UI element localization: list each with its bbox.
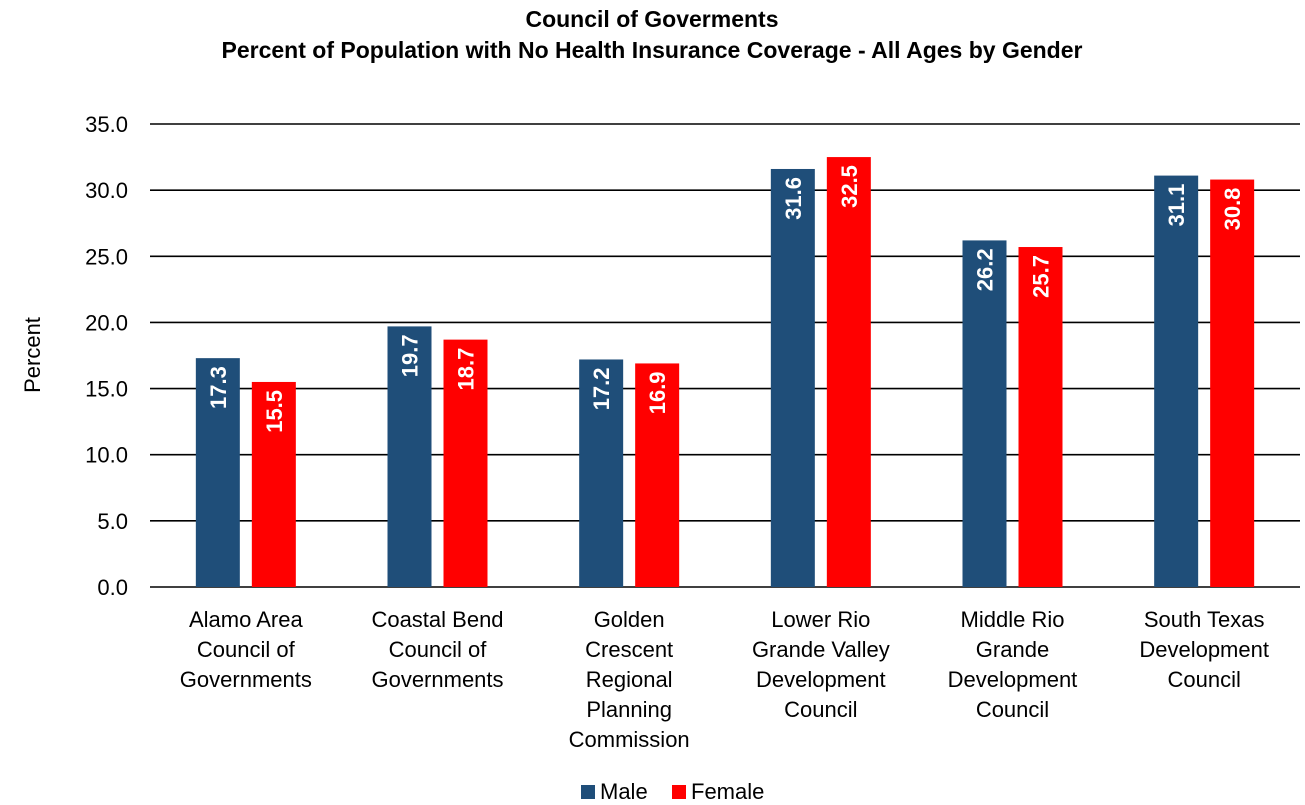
data-label-male-0: 17.3 bbox=[206, 366, 231, 409]
chart-title: Council of Goverments bbox=[525, 6, 778, 32]
y-tick-label: 25.0 bbox=[85, 244, 128, 269]
data-label-male-3: 31.6 bbox=[781, 177, 806, 220]
data-label-male-2: 17.2 bbox=[589, 367, 614, 410]
y-tick-label: 10.0 bbox=[85, 443, 128, 468]
data-label-male-5: 31.1 bbox=[1164, 184, 1189, 227]
legend-label-male: Male bbox=[600, 779, 648, 804]
data-labels: 17.3 19.7 17.2 31.6 26.2 31.1 15.5 18.7 16.9 32.5… bbox=[206, 165, 1245, 433]
y-axis-title: Percent bbox=[20, 317, 45, 393]
bar-female-4 bbox=[1018, 247, 1063, 588]
x-category-label-0: Alamo Area Council of Governments bbox=[180, 607, 312, 692]
y-tick-label: 5.0 bbox=[97, 509, 128, 534]
bar-male-2 bbox=[579, 359, 624, 587]
bar-male-4 bbox=[962, 240, 1007, 587]
y-tick-label: 30.0 bbox=[85, 178, 128, 203]
data-label-female-1: 18.7 bbox=[454, 348, 479, 391]
data-label-female-0: 15.5 bbox=[262, 390, 287, 433]
bars bbox=[195, 157, 1255, 588]
data-label-male-4: 26.2 bbox=[973, 248, 998, 291]
y-tick-label: 35.0 bbox=[85, 112, 128, 137]
y-tick-label: 0.0 bbox=[97, 575, 128, 600]
bar-male-0 bbox=[195, 358, 240, 587]
x-category-label-4: Middle Rio Grande Development Council bbox=[948, 607, 1078, 722]
bar-female-3 bbox=[826, 157, 871, 588]
x-axis-categories: Alamo Area Council of Governments Coastal B… bbox=[180, 607, 1269, 752]
data-label-female-3: 32.5 bbox=[837, 165, 862, 208]
x-category-label-2: Golden Crescent Regional Planning Commission bbox=[569, 607, 690, 752]
data-label-female-5: 30.8 bbox=[1220, 188, 1245, 231]
gridlines bbox=[150, 123, 1300, 588]
data-label-male-1: 19.7 bbox=[398, 334, 423, 377]
bar-female-5 bbox=[1210, 179, 1255, 587]
legend-swatch-female bbox=[672, 785, 686, 799]
y-tick-label: 15.0 bbox=[85, 377, 128, 402]
x-category-label-1: Coastal Bend Council of Governments bbox=[371, 607, 503, 692]
bar-male-3 bbox=[770, 168, 815, 587]
x-category-label-5: South Texas Development Council bbox=[1139, 607, 1269, 692]
bar-female-1 bbox=[443, 339, 488, 587]
bar-female-0 bbox=[251, 381, 296, 587]
y-axis-ticks: 0.0 5.0 10.0 15.0 20.0 25.0 30.0 35.0 bbox=[85, 112, 128, 600]
bar-male-1 bbox=[387, 326, 432, 587]
data-label-female-4: 25.7 bbox=[1029, 255, 1054, 298]
legend-label-female: Female bbox=[691, 779, 764, 804]
legend: Male Female bbox=[581, 779, 764, 804]
data-label-female-2: 16.9 bbox=[645, 371, 670, 414]
x-category-label-3: Lower Rio Grande Valley Development Council bbox=[752, 607, 890, 722]
bar-male-5 bbox=[1154, 175, 1199, 587]
y-tick-label: 20.0 bbox=[85, 310, 128, 335]
chart-subtitle: Percent of Population with No Health Ins… bbox=[222, 37, 1083, 63]
bar-female-2 bbox=[635, 363, 680, 587]
legend-swatch-male bbox=[581, 785, 595, 799]
